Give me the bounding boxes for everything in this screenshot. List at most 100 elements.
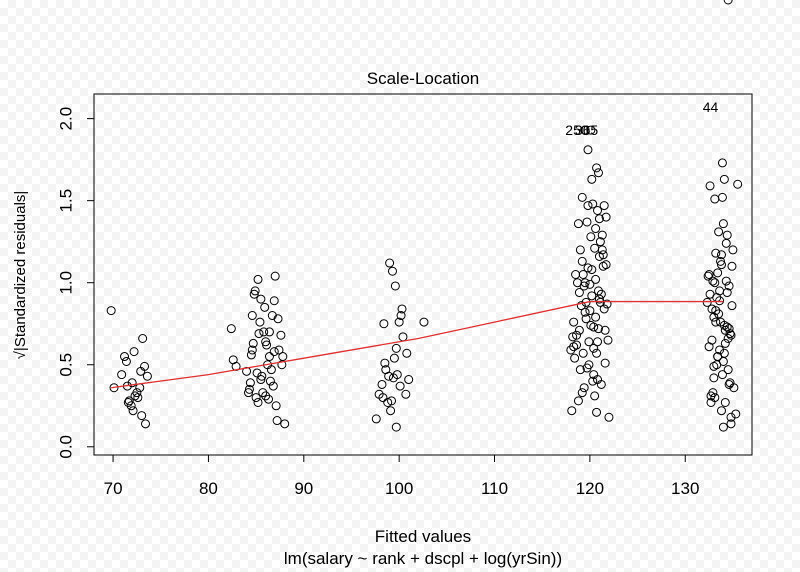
data-point [716,406,726,416]
data-point [596,379,606,389]
data-point [724,379,734,389]
data-point [255,317,265,327]
y-tick-label: 0.0 [57,435,76,459]
data-point [133,393,143,403]
data-point [121,356,131,366]
data-point [729,383,739,393]
data-point [391,422,401,432]
data-point [386,406,396,416]
data-point [120,352,130,362]
plot-frame [93,93,753,456]
data-point [728,245,738,255]
data-point [715,345,725,355]
data-point [708,388,718,398]
data-point [397,304,407,314]
data-point [708,276,718,286]
data-point [713,268,723,278]
data-point [600,325,610,335]
data-point [264,394,274,404]
data-point [378,393,388,403]
data-point [247,345,257,355]
data-point [726,330,736,340]
y-tick-label: 0.5 [57,353,76,377]
data-point [138,333,148,343]
data-point [580,125,590,135]
data-point [579,383,589,393]
data-point [249,289,259,299]
data-point [586,232,596,242]
data-point [575,365,585,375]
data-point [719,348,729,358]
data-point [398,332,408,342]
data-point [390,281,400,291]
data-point [246,350,256,360]
data-point [723,333,733,343]
data-point [385,258,395,268]
data-point [721,276,731,286]
data-point [256,294,266,304]
x-tick-label: 110 [481,479,508,498]
data-point [124,396,134,406]
data-point [602,299,612,309]
data-point [271,401,281,411]
data-point [723,0,733,5]
data-point [580,307,590,317]
x-tick-label: 130 [671,479,699,498]
data-point [593,324,603,334]
data-point [592,163,602,173]
data-point [584,360,594,370]
data-point [569,342,579,352]
y-tick-label: 1.5 [57,189,76,213]
data-point [597,230,607,240]
y-tick-label: 2.0 [57,107,76,131]
data-point [591,312,601,322]
y-axis: 0.0 0.5 1.0 1.5 2.0 [57,107,95,459]
data-point [123,397,133,407]
data-point [258,388,268,398]
x-tick-label: 80 [199,479,218,498]
data-point [585,306,595,316]
data-point [722,230,732,240]
data-point [140,419,150,429]
data-point [718,356,728,366]
data-point [727,261,737,271]
data-point [587,265,597,275]
data-point [109,383,119,393]
data-point [588,199,598,209]
data-point [392,370,402,380]
data-point [245,378,255,388]
data-point [106,306,116,316]
data-point [587,174,597,184]
data-point [419,317,429,327]
data-point [274,345,284,355]
data-point [709,312,719,322]
chart-title: Scale-Location [367,69,479,88]
data-point [720,338,730,348]
data-point [580,278,590,288]
data-point [259,327,269,337]
data-point [721,238,731,248]
data-point [574,288,584,298]
data-point [590,243,600,253]
smooth-line [111,300,724,389]
data-point [248,338,258,348]
point-annotation: 250 [565,122,589,138]
data-point [256,375,266,385]
data-point [391,343,401,353]
data-point [594,294,604,304]
data-point [704,342,714,352]
data-point [592,348,602,358]
data-point [371,414,381,424]
data-point [596,289,606,299]
data-point [253,274,263,284]
data-point [251,393,261,403]
data-point [577,388,587,398]
data-point [578,348,588,358]
data-point [587,291,597,301]
data-point [591,224,601,234]
data-point [395,381,405,391]
data-point [604,412,614,422]
data-point [714,227,724,237]
data-point [600,358,610,368]
